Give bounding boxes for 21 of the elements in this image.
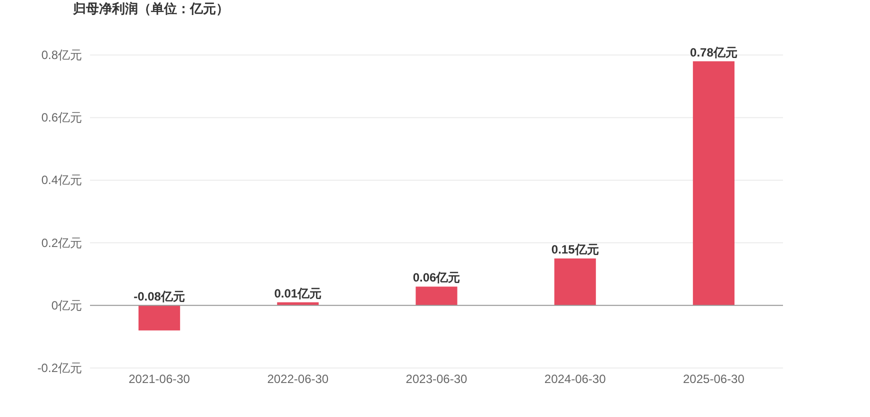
x-tick-label: 2025-06-30 xyxy=(683,372,745,386)
y-tick-label: 0.8亿元 xyxy=(41,48,82,62)
data-label: 0.15亿元 xyxy=(551,242,599,256)
y-tick-label: 0.6亿元 xyxy=(41,110,82,125)
data-label: 0.78亿元 xyxy=(690,45,738,60)
bar xyxy=(692,61,734,306)
x-tick-label: 2023-06-30 xyxy=(406,372,468,386)
data-label: 0.01亿元 xyxy=(274,286,322,300)
data-label: -0.08亿元 xyxy=(134,289,185,304)
y-tick-label: 0亿元 xyxy=(51,298,82,312)
y-tick-label: -0.2亿元 xyxy=(37,361,82,375)
bar xyxy=(416,286,458,306)
x-tick-label: 2024-06-30 xyxy=(544,372,606,386)
data-label: 0.06亿元 xyxy=(412,270,460,285)
y-tick-label: 0.2亿元 xyxy=(41,236,82,250)
x-tick-label: 2022-06-30 xyxy=(267,372,329,386)
x-tick-label: 2021-06-30 xyxy=(128,372,190,386)
bar xyxy=(138,305,180,330)
chart-title: 归母净利润（单位：亿元） xyxy=(72,1,229,16)
bar xyxy=(554,258,596,306)
y-tick-label: 0.4亿元 xyxy=(41,173,82,188)
